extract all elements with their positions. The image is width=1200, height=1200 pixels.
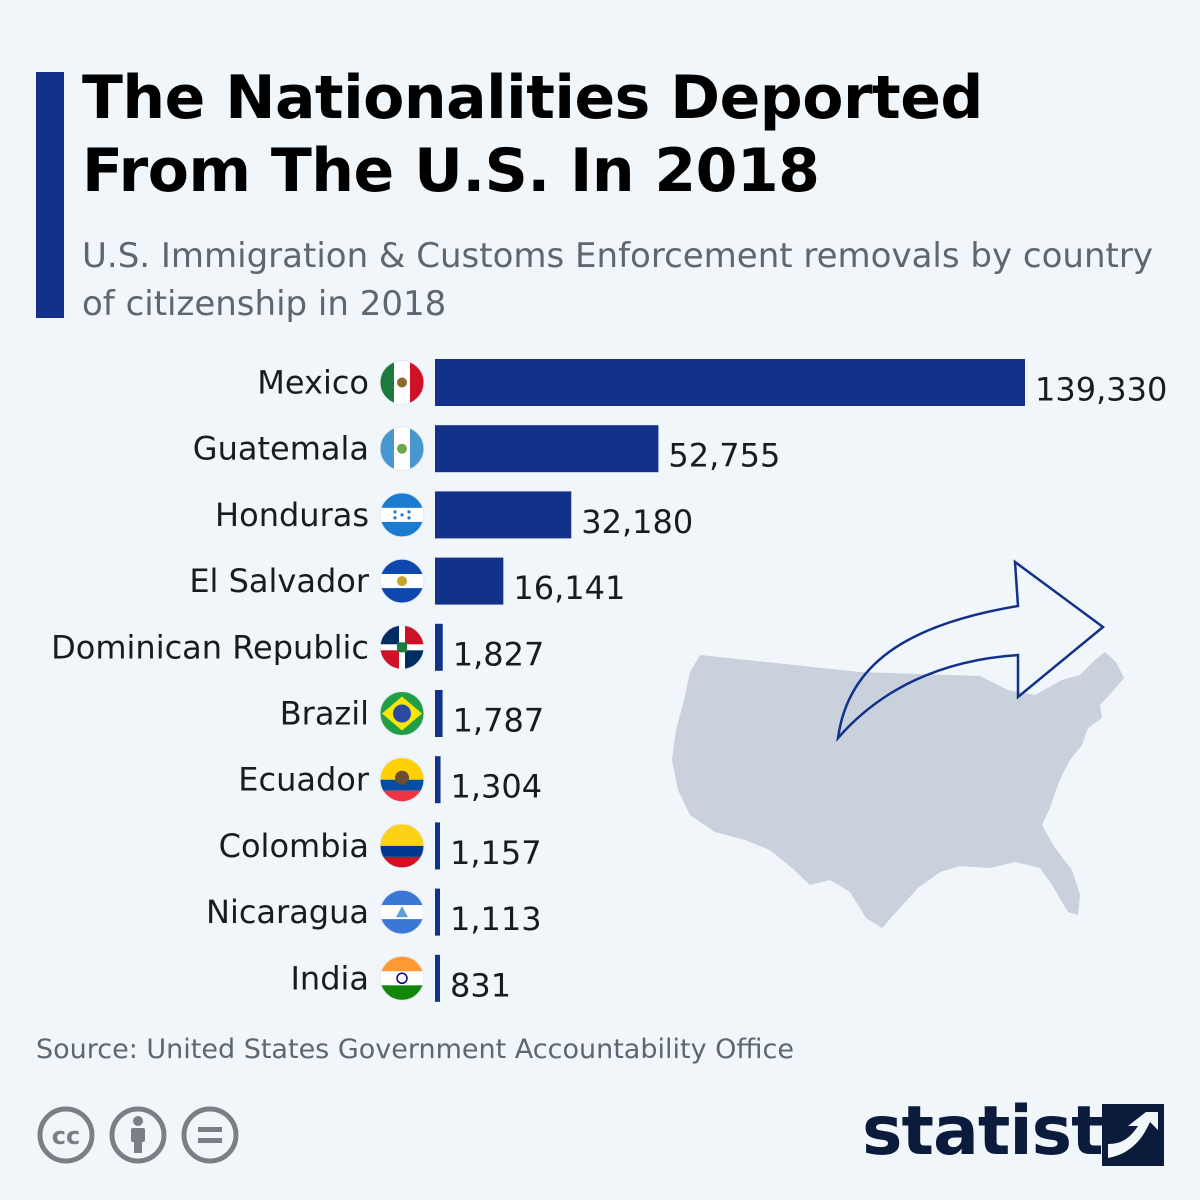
category-label: Guatemala xyxy=(193,430,369,468)
statista-wordmark: statista xyxy=(862,1092,1149,1171)
bar xyxy=(435,557,504,605)
bar xyxy=(435,888,440,936)
india-flag-icon xyxy=(379,955,425,1001)
arrow-icon xyxy=(836,559,1106,742)
category-label: Colombia xyxy=(219,827,369,865)
bar xyxy=(435,491,572,539)
bar xyxy=(435,954,440,1002)
bar xyxy=(435,690,443,737)
chart-title: The Nationalities Deported From The U.S.… xyxy=(82,63,983,206)
value-label: 1,304 xyxy=(451,768,543,806)
statista-mark-icon xyxy=(1102,1104,1164,1166)
value-label: 1,827 xyxy=(453,635,545,673)
bar-chart: Mexico 139,330 Guatemala 52,755 Honduras 32,1… xyxy=(51,359,1167,1004)
bar xyxy=(435,359,1025,406)
value-label: 32,180 xyxy=(581,503,693,541)
value-label: 831 xyxy=(450,966,511,1004)
value-label: 139,330 xyxy=(1035,371,1167,409)
category-label: Ecuador xyxy=(238,761,370,799)
value-label: 1,157 xyxy=(450,834,542,872)
nicaragua-flag-icon xyxy=(379,889,425,935)
bar xyxy=(435,756,441,804)
guatemala-flag-icon xyxy=(379,426,425,472)
statista-logo[interactable]: statista xyxy=(862,1092,1167,1172)
category-label: Dominican Republic xyxy=(51,628,369,666)
chart-subtitle: U.S. Immigration & Customs Enforcement r… xyxy=(82,236,1153,324)
category-label: Mexico xyxy=(257,364,369,402)
category-label: India xyxy=(290,959,369,997)
ecuador-flag-icon xyxy=(379,757,425,803)
el-salvador-flag-icon xyxy=(379,558,425,604)
colombia-flag-icon xyxy=(379,823,425,869)
value-label: 16,141 xyxy=(513,569,625,607)
category-label: El Salvador xyxy=(189,562,370,600)
attribution-icon[interactable] xyxy=(108,1105,168,1165)
category-label: Brazil xyxy=(280,695,369,733)
bar xyxy=(435,623,443,671)
dominican-republic-flag-icon xyxy=(379,624,425,670)
bar xyxy=(435,425,659,473)
category-label: Honduras xyxy=(215,496,369,534)
title-accent-bar xyxy=(36,72,64,318)
value-label: 1,787 xyxy=(453,702,545,740)
honduras-flag-icon xyxy=(379,492,425,538)
value-label: 1,113 xyxy=(450,900,542,938)
source-note: Source: United States Government Account… xyxy=(36,1034,794,1065)
bar xyxy=(435,822,440,870)
category-label: Nicaragua xyxy=(206,893,369,931)
us-map-icon xyxy=(672,652,1124,928)
no-derivatives-icon[interactable] xyxy=(180,1105,240,1165)
creative-commons-icon[interactable]: cc xyxy=(36,1105,96,1165)
mexico-flag-icon xyxy=(379,360,425,405)
brazil-flag-icon xyxy=(379,691,425,736)
svg-text:cc: cc xyxy=(52,1122,80,1150)
value-label: 52,755 xyxy=(668,437,780,475)
